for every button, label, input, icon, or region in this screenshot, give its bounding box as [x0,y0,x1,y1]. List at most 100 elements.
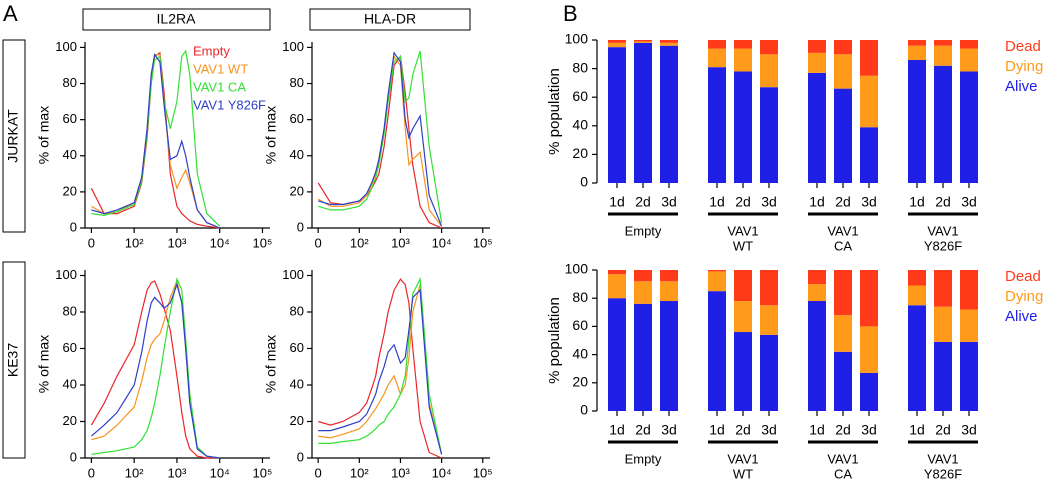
column-box [82,8,271,31]
bar-segment [834,40,852,55]
y-axis-label: % of max [263,106,279,164]
y-tick-label: 60 [572,317,588,333]
y-tick-label: 60 [63,340,77,355]
x-tick-label: 10⁵ [253,465,273,480]
x-tick-label: 10³ [391,465,410,480]
y-tick-label: 100 [282,39,304,54]
histogram-line [91,282,220,459]
x-tick-label: 0 [88,465,95,480]
group-label: VAV1 [927,223,958,238]
x-tick-label: 10³ [168,465,187,480]
y-tick-label: 20 [63,183,77,198]
histogram-line [91,277,220,459]
x-tick-label: 2d [835,422,851,438]
bar-segment [634,41,652,43]
bar-segment [960,40,978,49]
legend-entry: VAV1 WT [193,61,248,76]
y-tick-label: 80 [63,303,77,318]
legend-entry: Alive [1005,78,1038,95]
bar-segment [860,40,878,76]
y-tick-label: 60 [290,111,304,126]
y-tick-label: 0 [297,449,304,464]
y-tick-label: 40 [290,376,304,391]
row-header: JURKAT [5,109,21,163]
bar-segment [860,75,878,128]
y-axis-label: % population [546,297,563,384]
group-label: Y826F [924,466,962,481]
bar-segment [734,301,752,333]
bar-segment [734,332,752,411]
y-axis-label: % population [546,68,563,155]
bar-segment [934,341,952,411]
bar-segment [808,52,826,73]
bar-segment [634,281,652,304]
y-tick-label: 100 [55,39,77,54]
y-tick-label: 100 [282,267,304,282]
x-tick-label: 2d [735,194,751,210]
y-tick-label: 80 [63,75,77,90]
bar-segment [660,281,678,302]
y-tick-label: 80 [572,59,588,75]
bar-segment [608,40,626,43]
x-tick-label: 10³ [168,235,187,250]
bar-segment [860,326,878,373]
bar-segment [708,291,726,411]
y-tick-label: 20 [572,145,588,161]
row-box [2,39,26,233]
legend-entry: Dying [1005,58,1043,75]
y-tick-label: 80 [572,289,588,305]
bar-segment [934,45,952,66]
bar-segment [660,301,678,411]
x-tick-label: 3d [861,194,877,210]
x-tick-label: 10² [125,235,144,250]
legend-entry: VAV1 CA [193,79,246,94]
column-header: HLA-DR [364,11,416,27]
y-tick-label: 20 [290,413,304,428]
histogram-line [90,280,220,459]
histogram-line [91,49,221,227]
bar-segment [908,40,926,46]
bar-segment [608,298,626,411]
group-label: CA [834,238,852,253]
bar-segment [960,341,978,411]
histogram-line [91,53,220,229]
bar-segment [860,372,878,411]
y-tick-label: 0 [70,219,77,234]
y-tick-label: 80 [290,303,304,318]
group-label: VAV1 [727,451,758,466]
bar-segment [608,270,626,275]
x-tick-label: 3d [861,422,877,438]
histogram-line [318,51,443,227]
bar-segment [934,306,952,342]
y-tick-label: 20 [572,374,588,390]
column-header: IL2RA [157,11,197,27]
bar-segment [634,42,652,183]
bar-segment [608,47,626,184]
x-tick-label: 0 [88,235,95,250]
legend-entry: Dead [1005,38,1041,55]
bar-segment [708,270,726,272]
y-tick-label: 80 [290,75,304,90]
bar-segment [834,54,852,89]
bar-segment [808,40,826,53]
y-axis-label: % of max [36,335,52,393]
row-box [2,261,26,459]
bar-segment [808,270,826,285]
bar-segment [808,301,826,411]
bar-segment [734,270,752,302]
x-tick-label: 1d [609,194,625,210]
x-tick-label: 3d [661,194,677,210]
x-tick-label: 2d [635,422,651,438]
bar-segment [960,48,978,72]
x-tick-label: 10⁵ [473,465,493,480]
bar-segment [960,270,978,310]
x-tick-label: 1d [609,422,625,438]
panel-letter: B [563,1,578,26]
bar-segment [808,284,826,302]
bar-segment [760,87,778,183]
histogram-line [91,278,220,459]
bar-segment [908,285,926,306]
x-tick-label: 2d [935,422,951,438]
bar-segment [908,270,926,286]
